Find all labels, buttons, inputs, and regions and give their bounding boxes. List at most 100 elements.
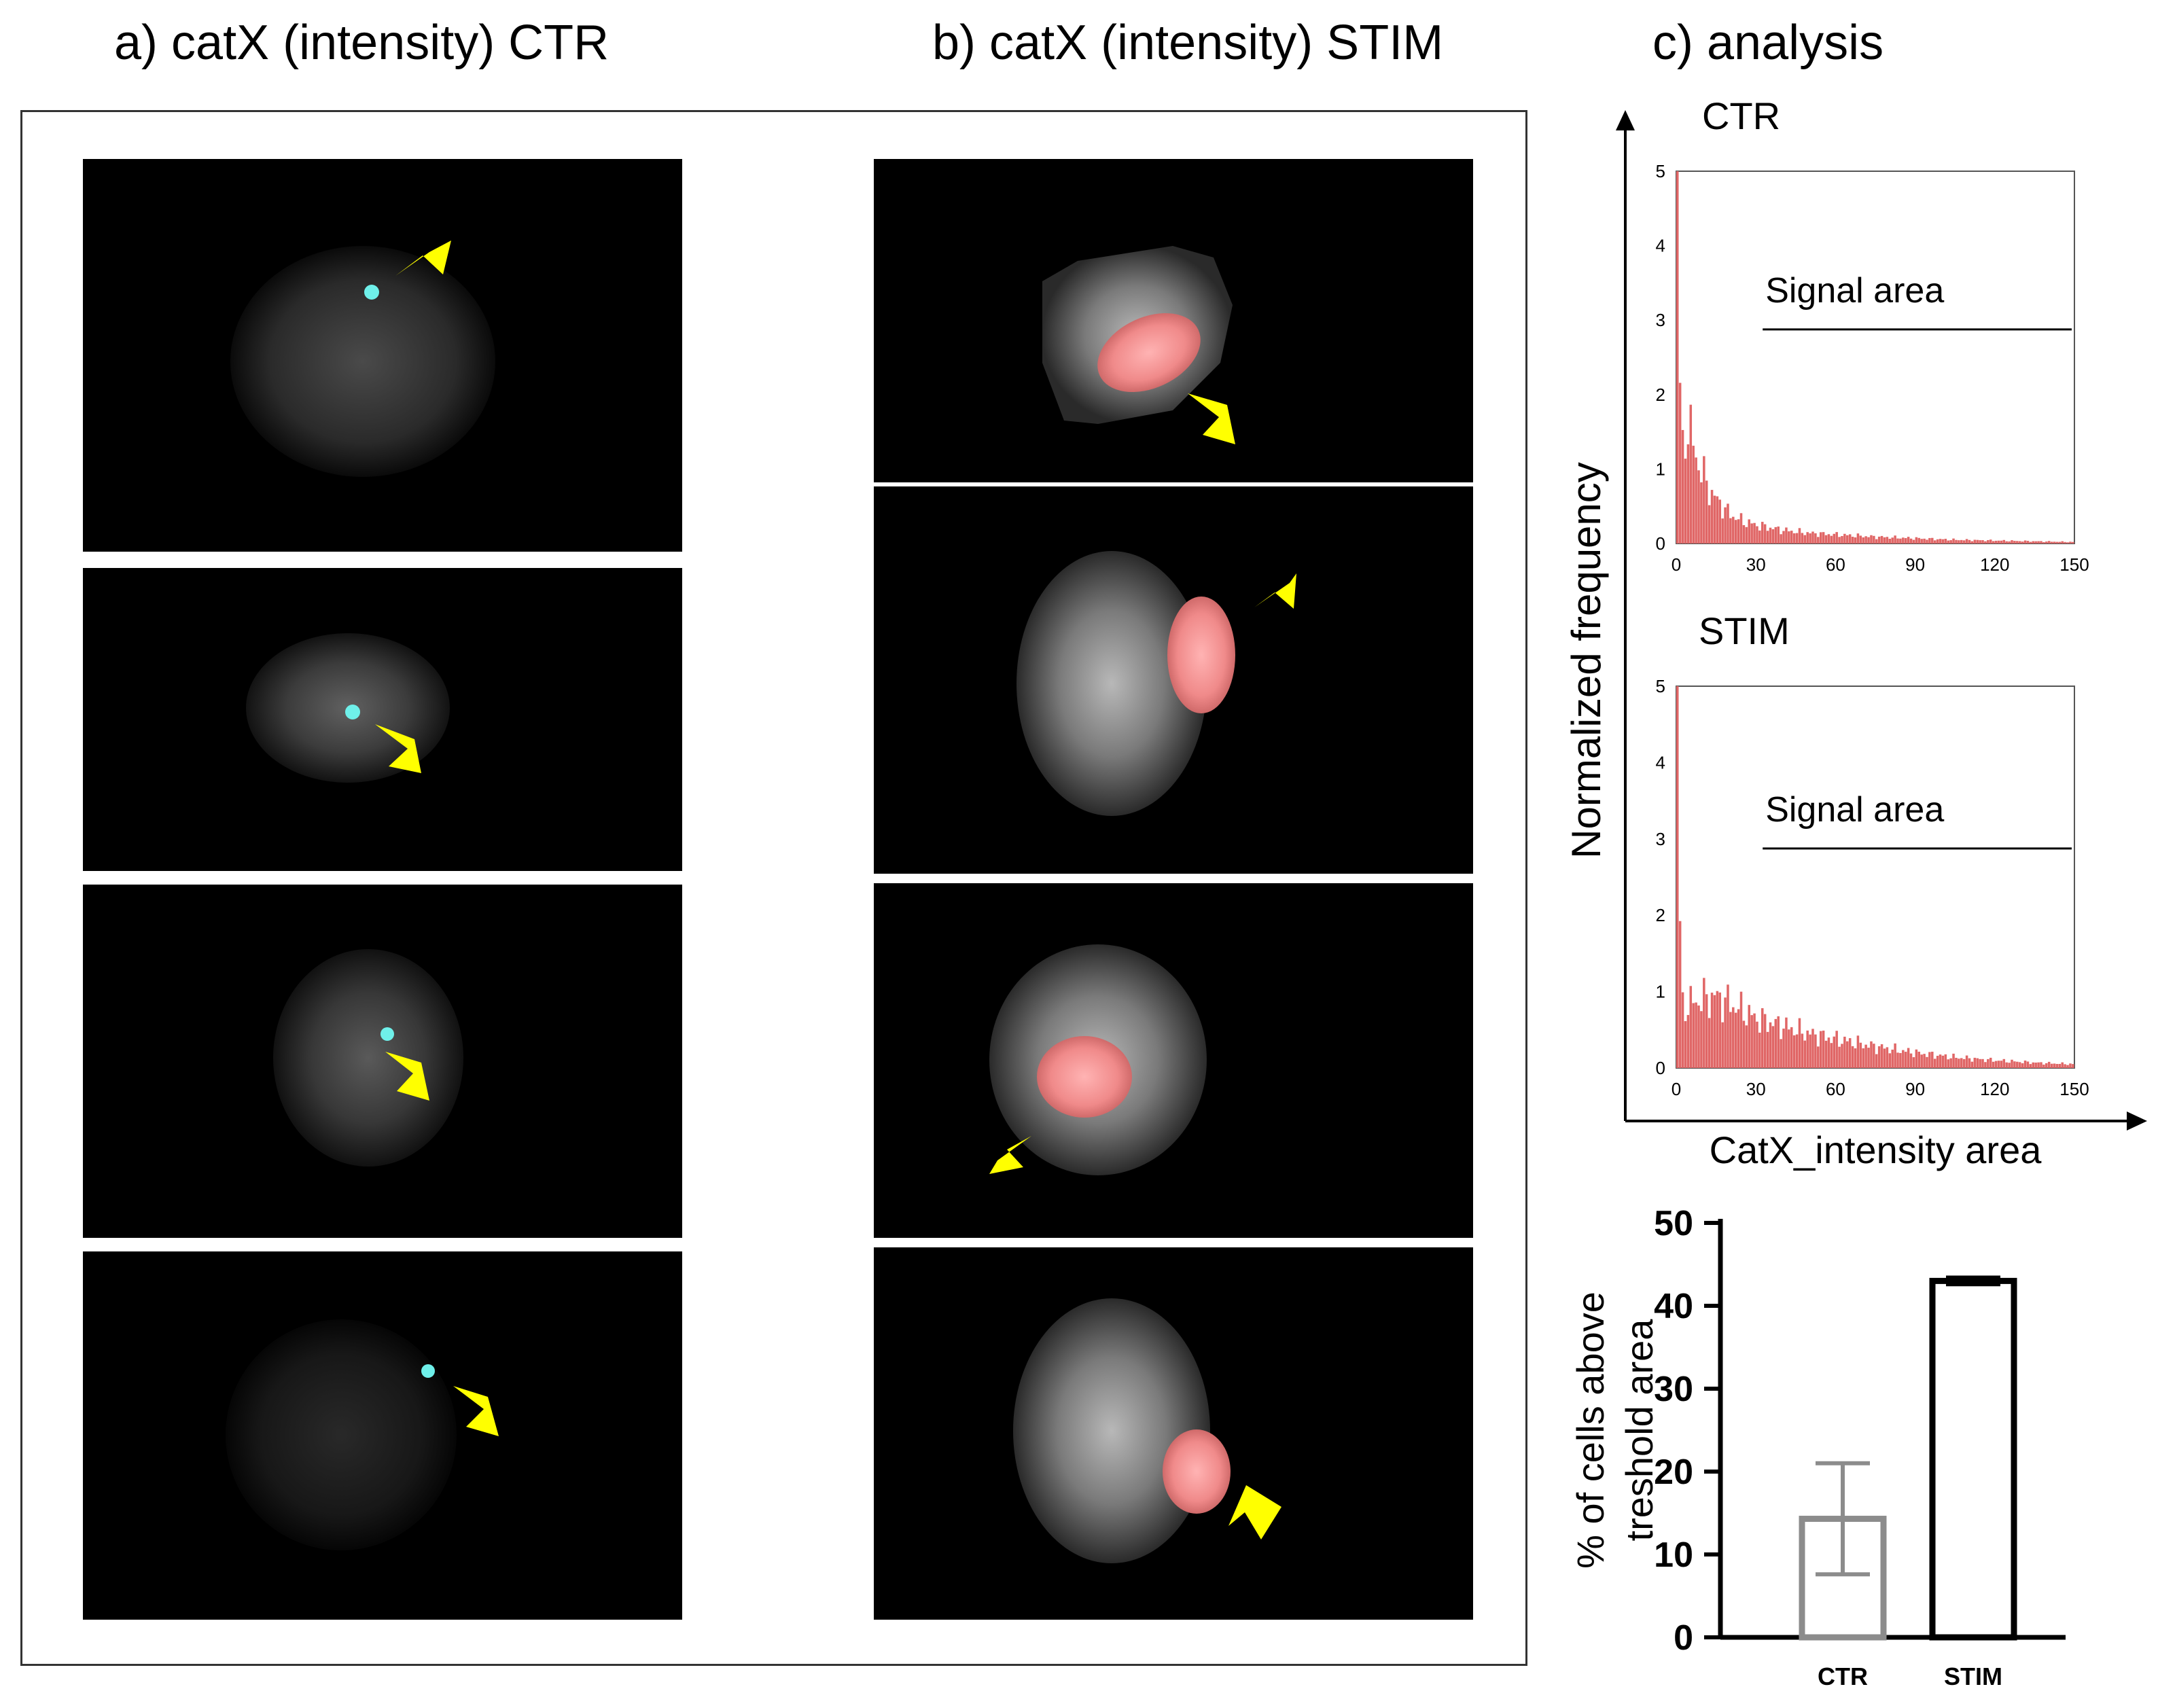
hist-bar <box>1987 540 1989 544</box>
hist-bar <box>1729 518 1732 544</box>
hist-bar <box>1780 534 1782 544</box>
hist-bar <box>1960 539 1963 544</box>
hist-bar <box>1833 533 1836 544</box>
hist-bar <box>1798 1018 1801 1068</box>
hist-bar <box>2045 1063 2048 1068</box>
ctr-micrograph-2 <box>83 568 682 871</box>
hist-y-tick: 5 <box>1656 676 1665 696</box>
hist-bar <box>1877 1046 1881 1068</box>
hist-bar <box>1801 1033 1804 1068</box>
arrow-icon <box>375 724 421 773</box>
ctr-micrograph-1 <box>83 159 682 552</box>
hist-bar <box>1917 1052 1921 1068</box>
hist-bar <box>1700 482 1703 544</box>
hist-bar <box>1886 1047 1889 1068</box>
hist-bar <box>1920 1054 1923 1068</box>
hist-bar <box>1997 540 2000 544</box>
hist-x-tick: 150 <box>2059 1079 2089 1099</box>
hist-bar <box>1809 533 1811 544</box>
hist-plot-area <box>1676 171 2075 544</box>
bar-ylabel-line1: % of cells above <box>1569 1292 1612 1569</box>
stim-cell-image <box>1013 1298 1281 1563</box>
ctr-cell-image <box>226 1319 499 1550</box>
hist-y-tick: 0 <box>1656 1058 1665 1078</box>
cyan-spot <box>381 1027 394 1041</box>
hist-bar <box>1867 537 1870 544</box>
hist-bar <box>1703 456 1705 544</box>
hist-bar <box>1979 540 1981 544</box>
hist-bar <box>1827 534 1830 544</box>
bar-y-tick: 30 <box>1654 1370 1693 1409</box>
hist-bar <box>2002 539 2006 544</box>
hist-bar <box>1933 540 1936 544</box>
hist-bar <box>1708 1018 1711 1068</box>
hist-bar <box>1827 1037 1830 1068</box>
hist-bar <box>2016 1061 2019 1068</box>
hist-bar <box>2069 541 2072 544</box>
hist-bar <box>2040 541 2042 544</box>
hist-bar <box>1814 1034 1817 1068</box>
hist-y-tick: 3 <box>1656 829 1665 849</box>
hist-bar <box>2053 1063 2056 1068</box>
hist-bar <box>2011 1059 2013 1068</box>
pink-region <box>1037 1036 1132 1118</box>
hist-bar <box>1811 1029 1814 1068</box>
hist-bar <box>1926 539 1928 544</box>
hist-bar <box>2032 1062 2035 1068</box>
hist-bar <box>2050 541 2053 544</box>
hist-bar <box>1841 1044 1843 1068</box>
hist-bar <box>1727 503 1729 544</box>
hist-bar <box>2058 1063 2062 1068</box>
hist-bar <box>1944 1054 1947 1068</box>
hist-bar <box>1732 516 1735 544</box>
hist-bar <box>1742 1020 1746 1068</box>
hist-bar <box>1896 1052 1899 1068</box>
hist-bar <box>2047 1061 2051 1068</box>
hist-bar <box>2000 540 2003 544</box>
hist-bar <box>1771 529 1775 544</box>
hist-title: CTR <box>1702 94 1780 137</box>
hist-x-tick: 60 <box>1826 1079 1845 1099</box>
hist-x-tick: 30 <box>1746 1079 1766 1099</box>
hist-bar <box>1830 1043 1833 1068</box>
hist-bar <box>1737 1009 1740 1068</box>
cyan-spot <box>364 285 379 300</box>
arrow-icon <box>385 1052 429 1101</box>
hist-bar <box>1941 1055 1945 1068</box>
hist-bar <box>1989 539 1992 544</box>
hist-bar <box>1949 1058 1952 1068</box>
hist-bar <box>1676 171 1679 544</box>
hist-bar <box>1777 1016 1780 1068</box>
bar-category-label: CTR <box>1818 1662 1868 1690</box>
hist-bar <box>1939 539 1942 544</box>
hist-bar <box>1952 1053 1955 1068</box>
stim-cell-image <box>1042 246 1235 444</box>
hist-bar <box>1848 534 1852 544</box>
hist-bar <box>1958 540 1960 544</box>
hist-bar <box>1727 984 1729 1068</box>
hist-bar <box>2013 1061 2016 1068</box>
hist-bar <box>1949 540 1952 544</box>
hist-bar <box>1867 1048 1870 1068</box>
hist-bar <box>1992 1061 1995 1068</box>
stim-micrograph-1 <box>874 159 1473 482</box>
hist-bar <box>1750 1015 1753 1068</box>
hist-x-tick: 60 <box>1826 554 1845 575</box>
hist-bar <box>2013 541 2016 544</box>
hist-bar <box>1745 1025 1748 1068</box>
cell-body <box>273 949 463 1167</box>
hist-bar <box>1851 537 1854 544</box>
hist-bar <box>1734 520 1737 544</box>
hist-bar <box>1780 1039 1782 1068</box>
hist-bar <box>1859 535 1862 544</box>
hist-bar <box>2005 1062 2008 1068</box>
hist-bar <box>2023 540 2027 544</box>
hist-bar <box>2040 1062 2042 1068</box>
hist-bar <box>2008 1063 2011 1068</box>
cell-body <box>1013 1298 1210 1563</box>
hist-bar <box>2002 1058 2006 1068</box>
hist-bar <box>1763 524 1767 544</box>
hist-bar <box>2061 1062 2064 1068</box>
hist-bar <box>1830 535 1833 544</box>
hist-bar <box>1705 480 1708 544</box>
